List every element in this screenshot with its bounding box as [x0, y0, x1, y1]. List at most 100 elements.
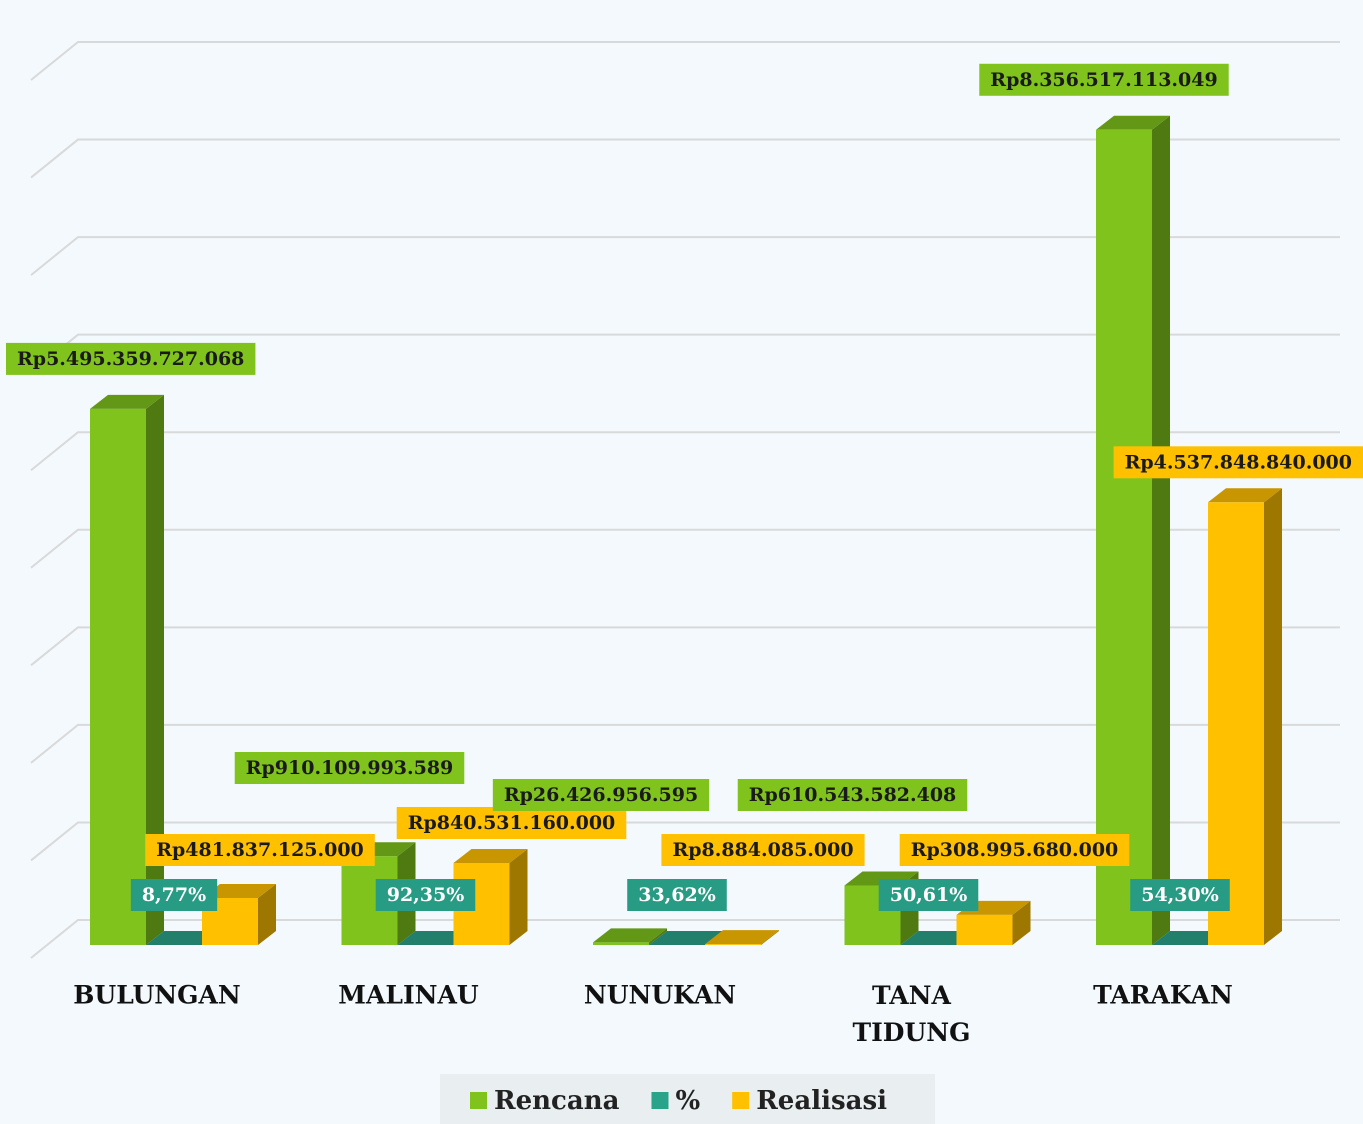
value-label: Rp8.356.517.113.049 — [979, 63, 1229, 96]
bar-side — [509, 849, 528, 945]
value-label-box — [661, 834, 865, 866]
bar-side — [1012, 900, 1031, 945]
value-label-text: Rp481.837.125.000 — [156, 839, 364, 861]
bar — [90, 408, 146, 946]
legend-box — [440, 1074, 935, 1124]
bar-top — [1152, 931, 1226, 945]
bar-top — [453, 849, 528, 864]
legend-swatch — [651, 1092, 669, 1109]
grid-line — [30, 41, 1340, 81]
value-label-text: 50,61% — [890, 884, 968, 906]
value-label: Rp308.995.680.000 — [899, 834, 1130, 866]
value-label-text: Rp840.531.160.000 — [408, 812, 616, 834]
bar-3d — [90, 394, 164, 946]
bar-top — [202, 883, 276, 898]
value-label-box — [878, 879, 979, 911]
bar — [705, 944, 761, 945]
grid-line — [30, 821, 1340, 862]
value-label-text: Rp8.884.085.000 — [672, 839, 853, 861]
grid-line — [30, 431, 1340, 471]
bar-top — [705, 930, 779, 945]
value-label-box — [234, 752, 465, 785]
value-label-text: Rp5.495.359.727.068 — [17, 348, 244, 370]
value-label-text: Rp610.543.582.408 — [749, 784, 957, 806]
bar-3d — [397, 931, 472, 945]
bar-top — [1208, 488, 1282, 503]
value-label: Rp4.537.848.840.000 — [1113, 446, 1363, 479]
value-label-box — [627, 879, 727, 911]
legend-label: % — [675, 1086, 700, 1116]
value-label-box — [979, 63, 1229, 96]
value-label-text: 92,35% — [387, 884, 465, 906]
bar-3d — [146, 931, 220, 945]
value-label: Rp481.837.125.000 — [145, 834, 375, 866]
bar — [593, 942, 649, 945]
value-label-box — [899, 834, 1130, 866]
value-label: Rp8.884.085.000 — [661, 834, 865, 866]
value-label: Rp840.531.160.000 — [396, 807, 627, 840]
grid-line — [30, 919, 1340, 959]
value-label: 54,30% — [1130, 879, 1230, 911]
grid-line — [30, 626, 1340, 667]
bar-side — [761, 930, 779, 945]
value-label-box — [130, 879, 218, 911]
bar-side — [649, 928, 667, 945]
value-label-box — [492, 779, 710, 811]
legend-swatch — [470, 1092, 487, 1109]
bar-top — [146, 931, 220, 945]
bar-side — [1264, 488, 1282, 945]
value-label: 8,77% — [130, 879, 218, 911]
bar-top — [90, 394, 164, 409]
value-label: 50,61% — [878, 879, 979, 911]
value-label: Rp5.495.359.727.068 — [6, 342, 256, 375]
bar-3d — [1152, 931, 1226, 945]
bars — [90, 115, 1282, 946]
value-label: Rp610.543.582.408 — [737, 779, 968, 811]
bar-3d — [1096, 115, 1170, 945]
value-label-text: 33,62% — [638, 884, 716, 906]
value-labels: Rp5.495.359.727.068 8,77% Rp481.837.125.00… — [6, 63, 1363, 911]
value-label-box — [1130, 879, 1230, 911]
bar-top — [1096, 115, 1170, 130]
bar-3d — [900, 931, 975, 945]
bar-3d — [649, 931, 723, 945]
bar — [1096, 129, 1152, 945]
bar-top — [593, 928, 667, 943]
x-tick-label: MALINAU — [338, 981, 479, 1010]
value-label: Rp910.109.993.589 — [234, 752, 465, 785]
bar-3d — [593, 928, 667, 945]
value-label-text: Rp308.995.680.000 — [911, 839, 1119, 861]
bar-3d — [705, 930, 779, 945]
x-tick-label: TARAKAN — [1093, 981, 1233, 1010]
bar-top — [397, 931, 472, 945]
value-label-box — [145, 834, 375, 866]
value-label: Rp26.426.956.595 — [492, 779, 710, 811]
bar-top — [900, 931, 975, 945]
legend-label: Realisasi — [756, 1086, 887, 1116]
x-tick-label: TANA TIDUNG — [853, 981, 971, 1047]
value-label-box — [396, 807, 627, 840]
value-label-text: Rp4.537.848.840.000 — [1125, 451, 1352, 473]
bar-side — [1152, 115, 1170, 945]
legend: Rencana% Realisasi — [440, 1074, 935, 1124]
bar-side — [146, 394, 164, 946]
grid-line — [30, 528, 1340, 569]
value-label-box — [375, 879, 476, 911]
bar — [956, 914, 1013, 945]
bar-3d — [1208, 488, 1282, 945]
grid-line — [30, 138, 1340, 179]
x-tick-label: BULUNGAN — [73, 981, 240, 1010]
value-label-box — [6, 342, 256, 375]
value-label-box — [737, 779, 968, 811]
grid-line — [30, 236, 1340, 276]
bar-side — [258, 883, 276, 945]
value-label-text: Rp910.109.993.589 — [246, 757, 454, 779]
bar — [1208, 502, 1264, 945]
legend-swatch — [732, 1092, 750, 1109]
grid-line — [30, 723, 1340, 764]
bar-top — [649, 931, 723, 945]
value-label-text: Rp8.356.517.113.049 — [990, 69, 1217, 91]
legend-label: Rencana — [494, 1086, 620, 1116]
